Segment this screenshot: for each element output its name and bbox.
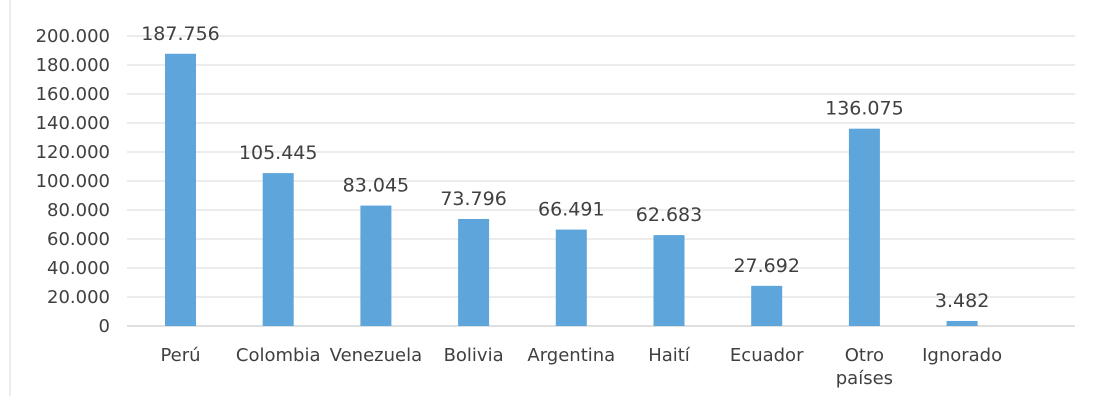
x-axis-category-labels: Perú Colombia Venezuela Bolivia Argentina Hai… — [160, 345, 1002, 389]
data-label: 187.756 — [141, 23, 220, 45]
data-labels: 187.756 105.445 83.045 73.796 66.491 62.683 27… — [141, 23, 989, 312]
data-label: 62.683 — [636, 204, 702, 226]
category-label: Otro — [845, 345, 884, 366]
y-tick-label: 100.000 — [36, 171, 110, 192]
category-label: Venezuela — [330, 345, 422, 366]
y-tick-label: 80.000 — [47, 200, 110, 221]
category-label: Bolivia — [444, 345, 504, 366]
bar — [458, 218, 490, 326]
bar — [262, 173, 294, 326]
category-label: países — [836, 368, 893, 389]
category-label: Perú — [160, 345, 200, 366]
bar — [360, 205, 392, 326]
y-tick-label: 60.000 — [47, 229, 110, 250]
data-label: 27.692 — [733, 255, 799, 277]
category-label: Argentina — [527, 345, 615, 366]
y-tick-label: 0 — [99, 316, 110, 337]
data-label: 66.491 — [538, 199, 604, 221]
y-tick-label: 40.000 — [47, 258, 110, 279]
y-tick-label: 120.000 — [36, 142, 110, 163]
bar — [555, 229, 587, 326]
data-label: 136.075 — [825, 98, 904, 120]
bars — [165, 53, 978, 327]
bar — [751, 285, 783, 326]
bar — [653, 235, 685, 326]
category-label: Haití — [648, 345, 691, 366]
y-tick-label: 200.000 — [36, 26, 110, 47]
data-label: 73.796 — [440, 188, 506, 210]
y-tick-label: 180.000 — [36, 55, 110, 76]
data-label: 83.045 — [343, 175, 409, 197]
y-tick-label: 20.000 — [47, 287, 110, 308]
y-axis-tick-labels: 0 20.000 40.000 60.000 80.000 100.000 120.000 1… — [36, 26, 110, 337]
category-label: Ignorado — [922, 345, 1002, 366]
category-label: Ecuador — [730, 345, 804, 366]
data-label: 3.482 — [935, 290, 989, 312]
bar — [848, 128, 880, 326]
category-label: Colombia — [236, 345, 321, 366]
data-label: 105.445 — [239, 142, 318, 164]
bar — [165, 53, 196, 327]
y-tick-label: 160.000 — [36, 84, 110, 105]
y-tick-label: 140.000 — [36, 113, 110, 134]
bar — [946, 320, 978, 326]
